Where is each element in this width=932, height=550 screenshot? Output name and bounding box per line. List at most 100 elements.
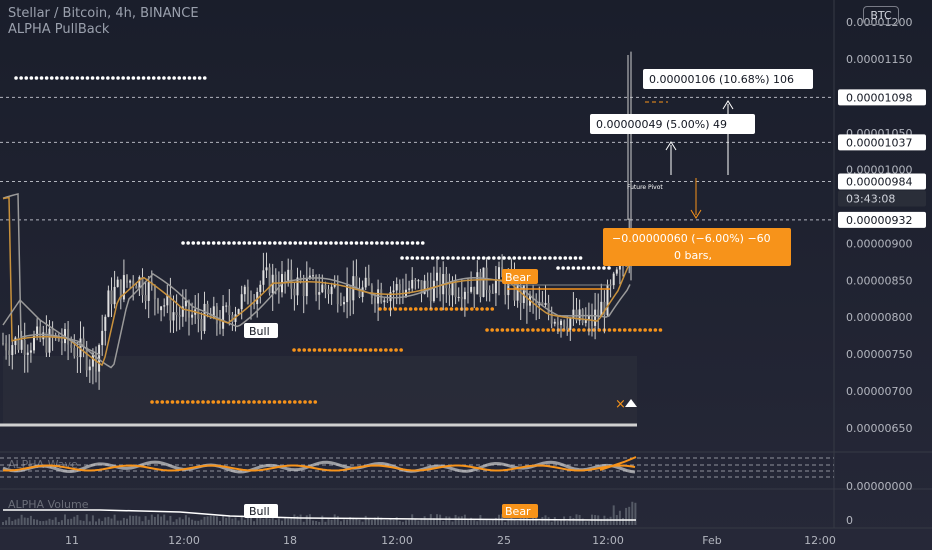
volume-bar [367,518,370,525]
candle-body [287,269,290,281]
volume-bar [612,505,615,525]
candle-body [473,286,476,295]
volume-bar [628,506,631,525]
candle-body [110,290,113,305]
bear-signal-label: Bear [505,271,531,284]
volume-bar [79,520,82,525]
volume-bar [237,520,240,525]
volume-bar [219,520,221,525]
volume-bar [160,516,163,525]
volume-bar [513,520,516,525]
countdown-tag [838,190,926,207]
candle-body [541,301,544,306]
candle-body [91,353,94,367]
candle-body [454,282,457,298]
volume-bar [408,519,411,525]
volume-bar [243,519,246,525]
volume-bar [150,514,153,525]
volume-bar [287,518,290,525]
candle-body [603,301,606,316]
volume-bar [414,518,417,525]
candle-body [432,280,435,302]
volume-bar [364,515,367,525]
volume-bar [563,516,566,525]
volume-bar [494,517,497,525]
volume-bull-label: Bull [249,505,270,518]
volume-bar [57,521,60,525]
candle-body [166,294,169,306]
candle-body [395,284,398,291]
candle-body [318,292,321,295]
candle-body [277,288,280,293]
volume-bar [476,521,479,525]
volume-bar [259,514,262,525]
candle-body [612,273,615,286]
candle-body [470,286,473,292]
candle-body [615,269,618,274]
candle-body [197,309,200,319]
volume-bar [91,515,94,525]
price-level-tag [838,211,926,228]
bull-signal-label: Bull [249,325,270,338]
volume-bar [299,514,302,525]
candle-body [101,330,104,346]
candle-body [290,269,293,289]
candle-body [569,318,572,330]
candle-body [476,272,479,295]
volume-bar [541,516,544,525]
candle-body [321,284,324,293]
volume-bar [618,510,621,525]
candle-body [129,280,132,283]
volume-bar [163,514,166,525]
volume-bar [20,514,23,525]
candle-body [519,284,522,303]
candle-body [138,277,141,289]
volume-bar [374,517,376,525]
candle-body [231,314,234,322]
volume-bar [336,515,339,525]
y-tick-label: 0.00000900 [846,237,912,250]
volume-bar [445,516,448,525]
candle-body [305,278,308,297]
volume-bar [405,520,407,525]
candle-body [262,270,265,285]
volume-bar [566,521,569,525]
cross-marker: × [615,397,626,412]
currency-badge[interactable]: BTC [863,6,899,25]
bull-signal-tag [244,323,278,338]
candle-body [73,347,76,357]
volume-bar [389,519,392,525]
candle-body [374,298,376,304]
candle-body [48,328,51,353]
volume-bar [26,517,29,525]
candle-body [494,278,497,294]
volume-bar [194,520,197,525]
candle-body [556,321,559,325]
candle-body [429,287,432,302]
candle-body [36,326,39,336]
volume-bar [451,521,454,525]
candle-body [594,309,597,326]
x-tick-label: Feb [702,534,721,547]
volume-bar [225,517,228,525]
candle-body [389,292,392,302]
candle-body [355,276,358,289]
candle-body [14,337,17,346]
candle-body [346,285,349,303]
candle-body [414,279,417,282]
volume-bar [271,517,274,525]
volume-bar [370,520,373,525]
stop-box-line2: 0 bars, [674,249,712,262]
volume-bar [420,518,423,525]
y-tick-label: 0.00000700 [846,385,912,398]
volume-bar [349,517,352,525]
volume-bar [11,521,14,525]
volume-bar [606,518,609,525]
y-tick-label: 0.00000750 [846,348,912,361]
candle-body [212,306,215,319]
candle-body [370,285,373,299]
volume-bar [234,517,237,525]
candle-body [191,314,194,318]
price-level-tag [838,173,926,190]
